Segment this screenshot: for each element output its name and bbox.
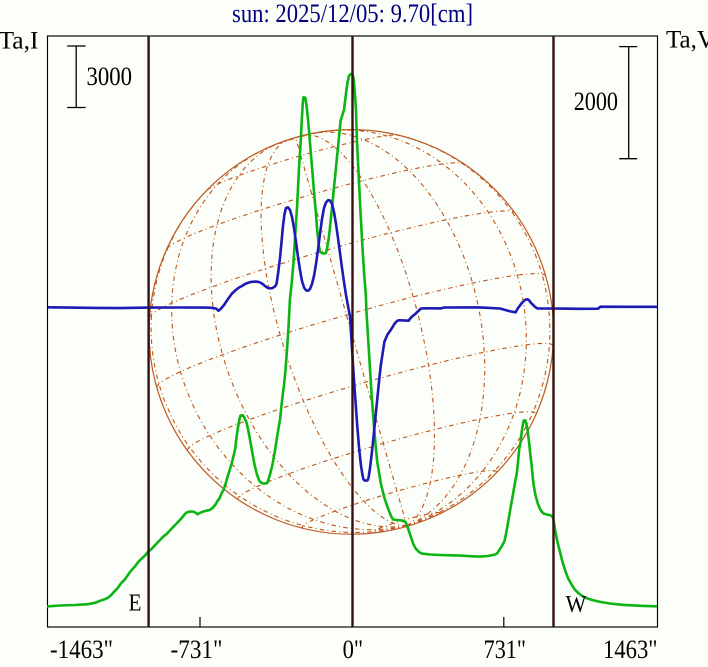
svg-text:3000: 3000 xyxy=(87,62,133,91)
svg-text:731": 731" xyxy=(484,635,526,662)
svg-text:-1463": -1463" xyxy=(50,635,113,662)
svg-text:0": 0" xyxy=(343,635,364,662)
svg-text:1463": 1463" xyxy=(603,635,658,662)
svg-text:-731": -731" xyxy=(171,635,223,662)
svg-text:E: E xyxy=(129,590,142,617)
svg-text:sun: 2025/12/05: 9.70[cm]: sun: 2025/12/05: 9.70[cm] xyxy=(232,0,473,28)
svg-text:W: W xyxy=(566,591,588,618)
svg-text:2000: 2000 xyxy=(574,87,618,116)
svg-text:Ta,I: Ta,I xyxy=(0,28,39,55)
svg-text:Ta,V: Ta,V xyxy=(666,27,708,54)
